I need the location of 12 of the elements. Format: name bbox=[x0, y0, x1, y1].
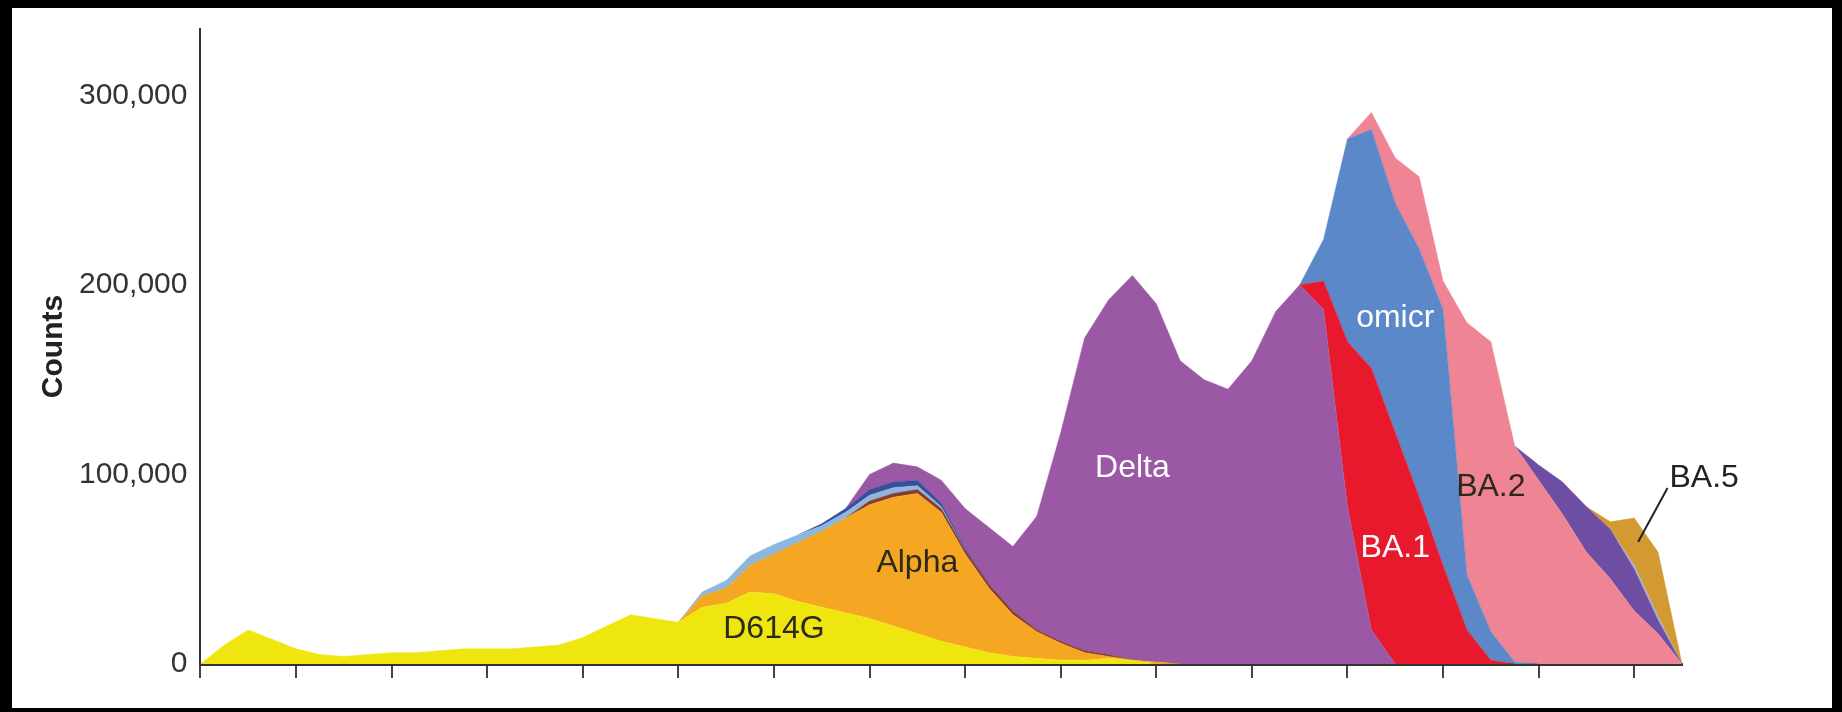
series-label: Delta bbox=[1095, 447, 1170, 484]
y-axis-title: Counts bbox=[35, 294, 69, 399]
y-tick-label: 0 bbox=[170, 645, 188, 679]
y-tick-label: 300,000 bbox=[78, 76, 188, 110]
series-label: Alpha bbox=[876, 543, 959, 580]
y-tick-label: 100,000 bbox=[78, 455, 188, 489]
series-label: D614G bbox=[723, 608, 825, 645]
series-label: BA.2 bbox=[1456, 466, 1526, 503]
series-label: BA.5 bbox=[1669, 457, 1739, 494]
y-tick-label: 200,000 bbox=[78, 266, 188, 300]
series-label: omicr bbox=[1356, 297, 1435, 334]
series-label: BA.1 bbox=[1360, 528, 1430, 565]
